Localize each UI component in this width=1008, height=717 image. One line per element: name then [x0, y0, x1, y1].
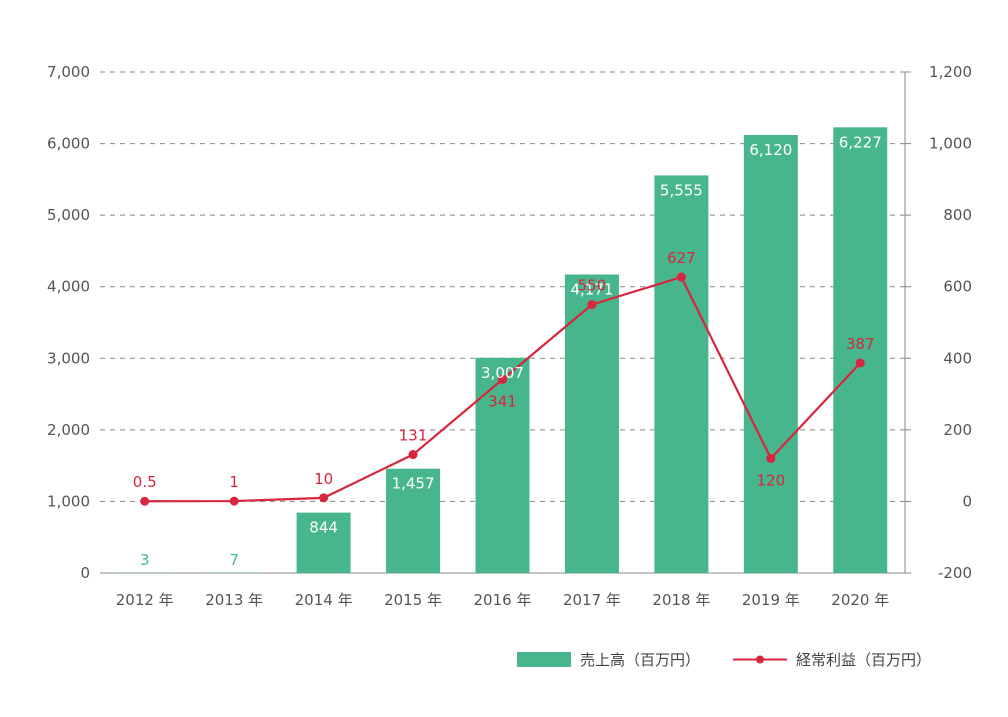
right-tick-label: 1,000: [929, 135, 972, 153]
left-tick-label: 6,000: [47, 135, 90, 153]
left-tick-label: 1,000: [47, 492, 90, 510]
line-value-label: 131: [399, 427, 428, 445]
line-value-label: 550: [578, 277, 607, 295]
line-point: [230, 497, 239, 506]
line-point: [587, 300, 596, 309]
bar: [744, 135, 798, 573]
right-tick-label: 800: [943, 206, 972, 224]
line-point: [856, 358, 865, 367]
line-value-label: 341: [488, 392, 517, 410]
bar-value-label: 1,457: [392, 475, 435, 493]
line-value-label: 1: [229, 473, 239, 491]
line-value-label: 120: [757, 471, 786, 489]
x-tick-label: 2020 年: [831, 591, 889, 609]
legend-swatch-bar: [517, 652, 571, 667]
bar-value-label: 6,120: [749, 141, 792, 159]
left-tick-label: 2,000: [47, 421, 90, 439]
line-point: [319, 493, 328, 502]
right-tick-label: 0: [962, 492, 972, 510]
x-tick-label: 2017 年: [563, 591, 621, 609]
legend: 売上高（百万円） 経常利益（百万円）: [517, 651, 931, 669]
line-point: [677, 273, 686, 282]
bar-value-label: 6,227: [839, 133, 882, 151]
bar-layer: [118, 127, 888, 573]
legend-swatch-dot: [756, 656, 764, 664]
bar: [476, 358, 530, 573]
x-tick-label: 2012 年: [116, 591, 174, 609]
bar: [654, 175, 708, 573]
x-tick-label: 2015 年: [384, 591, 442, 609]
x-tick-label: 2014 年: [295, 591, 353, 609]
bar-value-label: 5,555: [660, 181, 703, 199]
x-tick-label: 2016 年: [474, 591, 532, 609]
line-value-label: 627: [667, 249, 696, 267]
x-tick-label: 2013 年: [205, 591, 263, 609]
bar-value-label: 7: [229, 551, 239, 569]
left-tick-label: 3,000: [47, 349, 90, 367]
bar-value-label: 3,007: [481, 364, 524, 382]
x-tick-label: 2018 年: [652, 591, 710, 609]
left-tick-label: 7,000: [47, 63, 90, 81]
line-point: [140, 497, 149, 506]
right-tick-label: 600: [943, 278, 972, 296]
left-tick-label: 4,000: [47, 278, 90, 296]
left-tick-label: 0: [80, 564, 90, 582]
line-value-label: 10: [314, 470, 333, 488]
x-tick-label: 2019 年: [742, 591, 800, 609]
line-value-label: 387: [846, 335, 875, 353]
line-point: [766, 454, 775, 463]
bar-value-label: 844: [309, 519, 338, 537]
bar-value-label: 3: [140, 551, 150, 569]
legend-label-bar: 売上高（百万円）: [580, 651, 700, 669]
line-point: [409, 450, 418, 459]
right-tick-label: 200: [943, 421, 972, 439]
right-tick-label: 1,200: [929, 63, 972, 81]
legend-label-line: 経常利益（百万円）: [796, 651, 931, 669]
bar: [207, 572, 261, 573]
right-tick-label: 400: [943, 349, 972, 367]
line-value-label: 0.5: [133, 473, 157, 491]
left-tick-label: 5,000: [47, 206, 90, 224]
right-tick-label: -200: [938, 564, 972, 582]
